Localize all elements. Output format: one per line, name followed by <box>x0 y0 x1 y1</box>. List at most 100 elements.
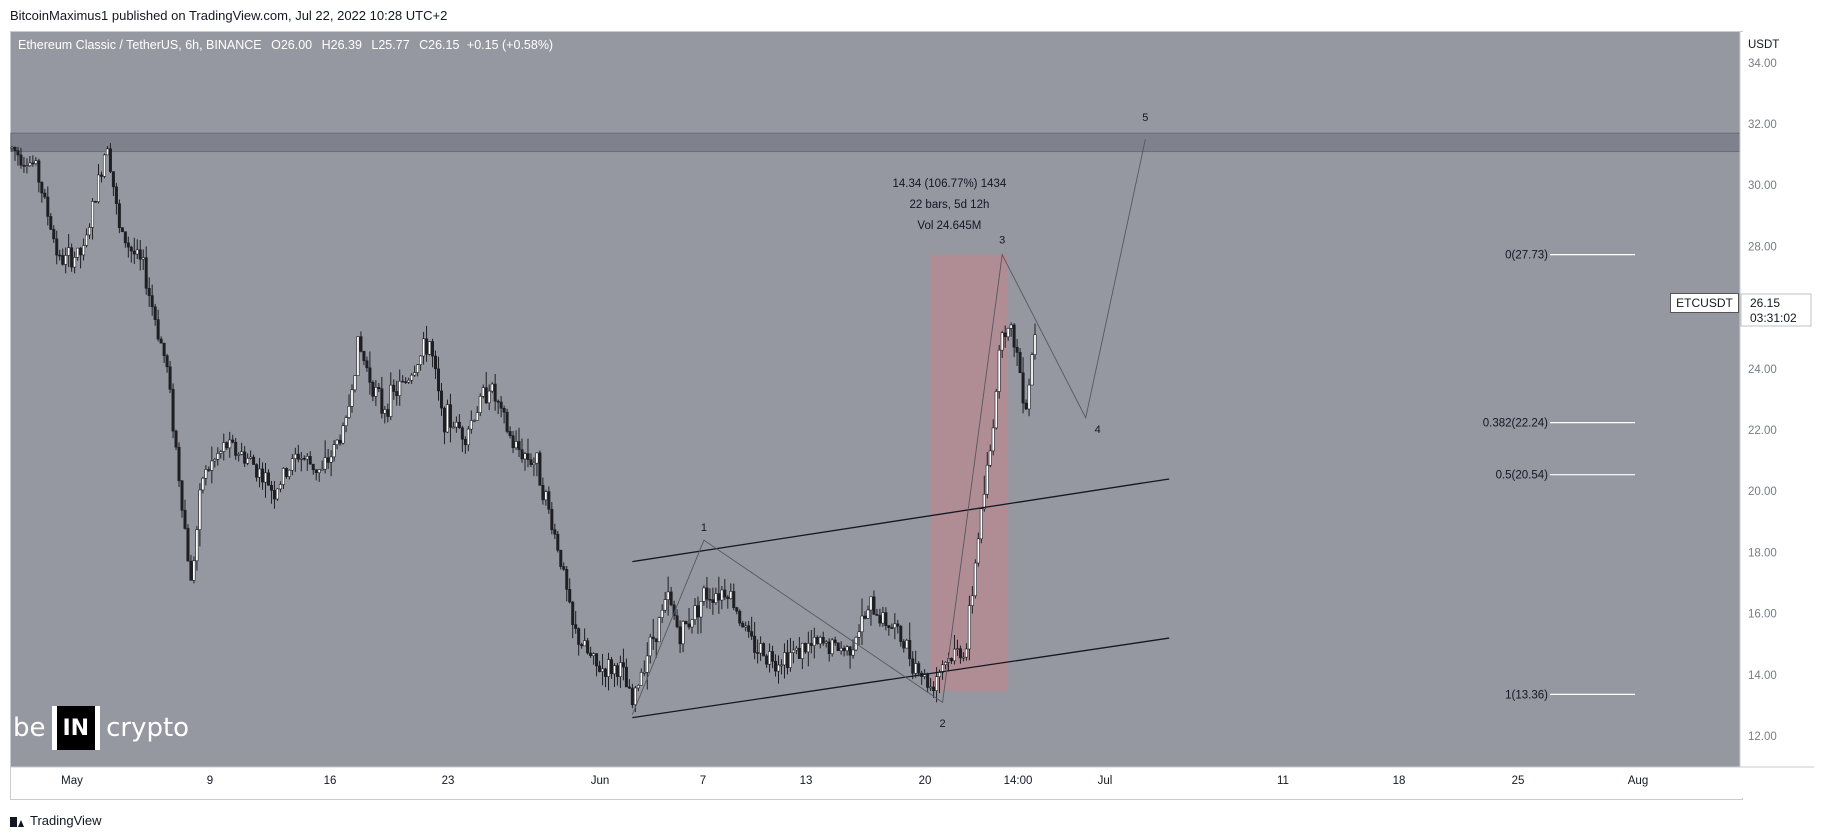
countdown-label: 03:31:02 <box>1750 311 1797 325</box>
price-tick-label: 24.00 <box>1748 364 1777 376</box>
candle <box>189 554 193 581</box>
candle <box>425 325 429 362</box>
time-tick-label: 14:00 <box>1004 775 1033 787</box>
candle <box>439 382 443 416</box>
watermark-box: IN <box>51 706 101 750</box>
publisher-line: BitcoinMaximus1 published on TradingView… <box>10 8 448 23</box>
candle <box>99 171 103 183</box>
candle <box>556 530 560 553</box>
candle <box>16 146 20 166</box>
candle <box>621 648 625 681</box>
candle <box>416 364 420 377</box>
candle <box>788 637 792 672</box>
candle <box>717 576 721 614</box>
candle <box>350 384 354 413</box>
candle <box>34 157 38 166</box>
candle <box>839 641 843 655</box>
candle <box>958 645 962 664</box>
candle <box>982 475 986 512</box>
tradingview-logo-icon <box>10 816 24 827</box>
candle <box>186 524 190 562</box>
candle <box>797 636 801 659</box>
high-value: 26.39 <box>330 38 362 52</box>
footer[interactable]: TradingView <box>10 809 102 833</box>
candle <box>627 679 631 689</box>
candle <box>508 426 512 439</box>
time-tick-label: Jun <box>591 775 610 787</box>
candle <box>842 645 846 657</box>
candle <box>944 661 948 670</box>
candle <box>574 611 578 634</box>
candle <box>278 481 282 493</box>
candle <box>541 477 545 505</box>
candle <box>884 607 888 631</box>
candle <box>905 638 909 649</box>
candle <box>237 452 241 462</box>
candle <box>448 393 452 443</box>
candle <box>586 637 590 655</box>
symbol-legend[interactable]: Ethereum Classic / TetherUS, 6h, BINANCE… <box>18 38 553 52</box>
candle <box>195 526 199 571</box>
candle <box>705 576 709 609</box>
candle <box>320 460 324 471</box>
candle <box>645 642 649 690</box>
ticker-badge[interactable]: ETCUSDT <box>1670 293 1739 313</box>
candle <box>532 457 536 477</box>
candle <box>436 356 440 401</box>
candle <box>1003 325 1007 348</box>
candle <box>821 631 825 646</box>
candle <box>1009 322 1013 337</box>
candle <box>213 458 217 468</box>
candle <box>735 606 739 615</box>
candle <box>1012 323 1016 358</box>
low-value: 25.77 <box>378 38 410 52</box>
candle <box>85 228 89 248</box>
candle <box>863 611 867 620</box>
candle <box>132 237 136 264</box>
price-tick-label: 14.00 <box>1748 670 1777 682</box>
candle <box>293 447 297 472</box>
plot-background <box>11 32 1740 767</box>
candle <box>744 621 748 632</box>
candle <box>606 652 610 691</box>
candle <box>547 486 551 514</box>
candle <box>67 234 71 268</box>
candle <box>806 631 810 667</box>
candle <box>365 356 369 372</box>
candle <box>660 604 664 624</box>
candle <box>624 658 628 688</box>
candle <box>61 248 65 266</box>
candle <box>908 622 912 667</box>
candle <box>648 633 652 664</box>
candle <box>37 158 41 193</box>
candle <box>523 452 527 471</box>
candle <box>514 430 518 450</box>
candle <box>266 469 270 486</box>
candle <box>777 655 781 684</box>
beincrypto-watermark: be IN crypto <box>13 704 189 752</box>
candle <box>887 624 891 636</box>
candle <box>955 639 959 657</box>
time-tick-label: 16 <box>324 775 337 787</box>
footer-brand: TradingView <box>30 813 102 828</box>
candle <box>359 331 363 353</box>
wave-label: 5 <box>1142 112 1148 124</box>
candle <box>979 507 983 544</box>
candle <box>114 182 118 215</box>
candle <box>535 452 539 477</box>
price-tick-label: 32.00 <box>1748 119 1777 131</box>
candle <box>269 481 273 504</box>
candle <box>732 583 736 611</box>
candle <box>183 499 187 530</box>
candle <box>28 156 32 168</box>
candle <box>759 636 763 661</box>
price-tick-label: 16.00 <box>1748 609 1777 621</box>
candle <box>141 249 145 271</box>
candle <box>487 384 491 411</box>
candle <box>1024 399 1028 411</box>
candle <box>153 303 157 326</box>
candle <box>296 444 300 463</box>
candle <box>779 659 783 675</box>
candle <box>19 147 23 169</box>
